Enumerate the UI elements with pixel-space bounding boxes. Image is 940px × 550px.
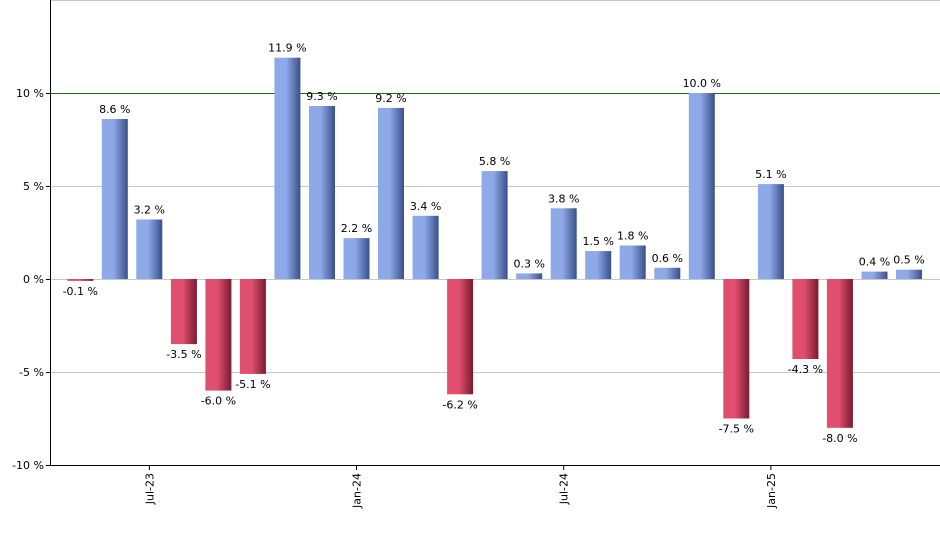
data-label: 5.1 % [755, 168, 786, 181]
bar-Jan-25 [723, 279, 750, 419]
bar-Nov-23 [239, 279, 266, 374]
y-tick-label: 5 % [23, 180, 44, 193]
x-tick-label: Jul-24 [558, 473, 571, 505]
data-label: 3.4 % [410, 200, 441, 213]
bar-Aug-23 [136, 219, 163, 279]
data-label: 2.2 % [341, 222, 372, 235]
bar-Sep-23 [170, 279, 197, 345]
bar-May-25 [861, 271, 888, 279]
y-tick-labels: -10 % -5 % 0 % 5 % 10 % [12, 87, 50, 472]
data-label: -8.0 % [822, 432, 857, 445]
bar-Feb-25 [757, 184, 784, 279]
data-label: 1.8 % [617, 230, 648, 243]
data-label: -0.1 % [63, 285, 98, 298]
data-label: 10.0 % [683, 77, 721, 90]
bar-Feb-24 [343, 238, 370, 279]
bars [67, 57, 922, 428]
axes [50, 0, 940, 466]
data-label: 1.5 % [582, 235, 613, 248]
x-tick-label: Jan-24 [351, 473, 364, 509]
x-tick-label: Jan-25 [765, 473, 778, 509]
data-label: -6.2 % [442, 398, 477, 411]
data-labels: -0.1 % 8.6 % 3.2 % -3.5 % -6.0 % -5.1 % 11.9 %… [63, 42, 925, 445]
bar-Apr-25 [826, 279, 853, 428]
bar-Jun-23 [67, 279, 94, 281]
bar-Jul-24 [516, 273, 543, 279]
data-label: 9.2 % [375, 92, 406, 105]
data-label: -3.5 % [166, 348, 201, 361]
data-label: 11.9 % [268, 42, 306, 55]
bar-May-24 [447, 279, 474, 395]
data-label: 5.8 % [479, 155, 510, 168]
data-label: 0.4 % [859, 256, 890, 269]
y-tick-label: -5 % [19, 366, 44, 379]
data-label: 3.8 % [548, 192, 579, 205]
bar-Apr-24 [412, 215, 439, 279]
y-tick-label: 0 % [23, 273, 44, 286]
bar-Nov-24 [654, 267, 681, 279]
data-label: 0.3 % [513, 257, 544, 270]
data-label: 3.2 % [134, 204, 165, 217]
data-label: -5.1 % [235, 378, 270, 391]
data-label: 0.6 % [652, 252, 683, 265]
bar-Oct-23 [205, 279, 232, 391]
data-label: -6.0 % [201, 395, 236, 408]
y-tick-label: 10 % [16, 87, 44, 100]
bar-Mar-24 [378, 107, 404, 280]
bar-Jun-25 [896, 269, 922, 279]
bar-Dec-24 [688, 93, 715, 279]
x-tick-label: Jul-23 [143, 473, 156, 505]
bar-Mar-25 [792, 279, 819, 359]
data-label: 0.5 % [893, 254, 924, 267]
bar-Sep-24 [585, 251, 612, 279]
bar-Jul-23 [101, 119, 128, 279]
bar-Oct-24 [619, 245, 646, 279]
data-label: -7.5 % [719, 423, 754, 436]
x-tick-labels: Jul-23 Jan-24 Jul-24 Jan-25 [143, 465, 778, 509]
y-tick-label: -10 % [12, 459, 44, 472]
data-label: -4.3 % [788, 363, 823, 376]
data-label: 9.3 % [306, 90, 337, 103]
bar-Dec-23 [274, 57, 301, 280]
bar-Jan-24 [309, 106, 335, 279]
bar-Aug-24 [550, 208, 577, 279]
bar-Jun-24 [481, 171, 508, 279]
data-label: 8.6 % [99, 103, 130, 116]
